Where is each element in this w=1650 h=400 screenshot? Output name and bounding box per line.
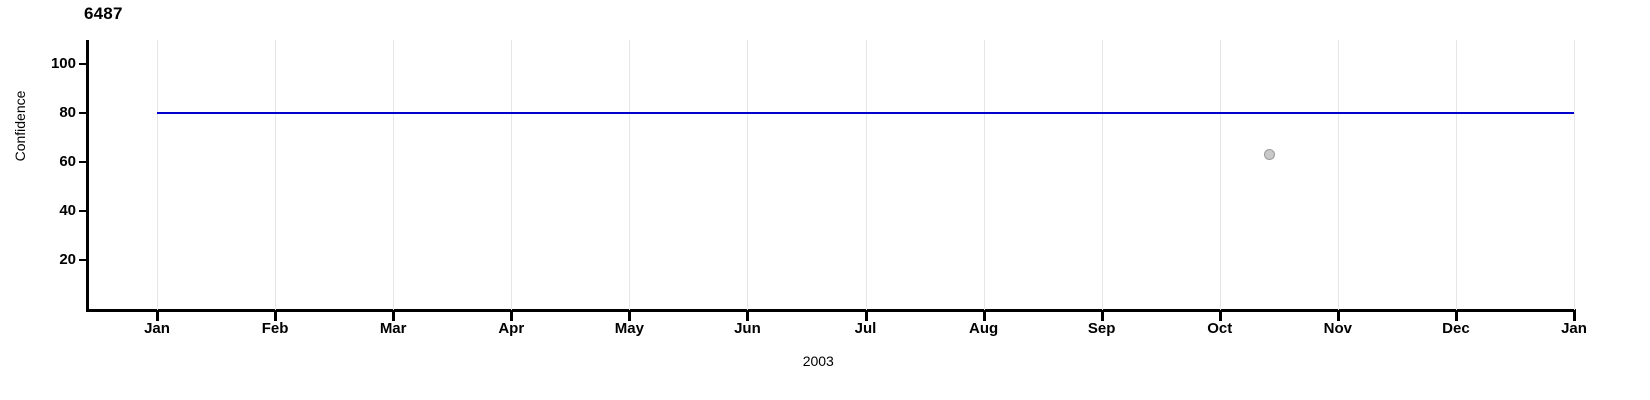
gridline	[1219, 40, 1221, 310]
x-axis-tick	[274, 312, 278, 321]
x-axis-tick	[982, 312, 986, 321]
x-axis-line	[86, 309, 1576, 312]
threshold-line	[157, 112, 1574, 115]
y-axis-tick-label: 40	[59, 202, 76, 220]
gridline	[1574, 40, 1575, 310]
x-axis-tick-label: Aug	[968, 320, 999, 337]
y-axis-tick	[79, 259, 87, 262]
gridline	[747, 40, 749, 310]
x-axis-tick-label: Jan	[144, 320, 170, 337]
x-axis-tick-label: Jun	[734, 320, 761, 337]
x-axis-tick-label: Feb	[261, 320, 289, 337]
x-axis-tick-label: Dec	[1442, 320, 1470, 337]
x-axis-title: 2003	[802, 353, 834, 369]
gridline	[1101, 40, 1103, 310]
gridline	[629, 40, 631, 310]
y-axis-tick-label: 20	[59, 251, 76, 269]
y-axis-labels: 100 80 60 40 20	[10, 0, 76, 400]
x-axis-tick	[746, 312, 750, 321]
gridline	[157, 40, 158, 310]
x-axis-tick	[510, 312, 514, 321]
y-axis-tick	[79, 161, 87, 164]
gridline	[1455, 40, 1457, 310]
gridline	[275, 40, 277, 310]
y-axis-tick	[79, 63, 87, 66]
x-axis-tick	[1336, 312, 1340, 321]
y-axis-tick-label: 60	[59, 153, 76, 171]
x-axis-tick	[1100, 312, 1104, 321]
x-axis-tick	[864, 312, 868, 321]
gridline	[511, 40, 513, 310]
x-axis-tick-label: Jul	[854, 320, 877, 337]
gridline	[865, 40, 867, 310]
gridline	[393, 40, 395, 310]
x-axis-tick-label: Oct	[1207, 320, 1233, 337]
y-axis-tick	[79, 210, 87, 213]
gridline	[1337, 40, 1339, 310]
data-point	[1263, 149, 1275, 161]
x-axis-tick	[156, 312, 159, 321]
y-axis-tick-label: 100	[50, 55, 76, 73]
y-axis-line	[86, 40, 89, 312]
y-axis-tick-label: 80	[59, 104, 76, 122]
x-axis-tick-label: Apr	[498, 320, 525, 337]
x-axis-tick	[628, 312, 632, 321]
x-axis-tick-label: May	[614, 320, 644, 337]
chart-title: 6487	[84, 4, 123, 23]
gridline	[983, 40, 985, 310]
x-axis-tick-label: Mar	[379, 320, 407, 337]
x-axis-tick-label: Sep	[1087, 320, 1116, 337]
x-axis-tick	[1454, 312, 1458, 321]
x-axis-tick	[392, 312, 396, 321]
x-axis-tick-label: Nov	[1323, 320, 1352, 337]
x-axis-tick-label: Jan	[1561, 320, 1587, 337]
x-axis-tick	[1218, 312, 1222, 321]
x-axis-tick	[1573, 312, 1576, 321]
y-axis-tick	[79, 112, 87, 115]
